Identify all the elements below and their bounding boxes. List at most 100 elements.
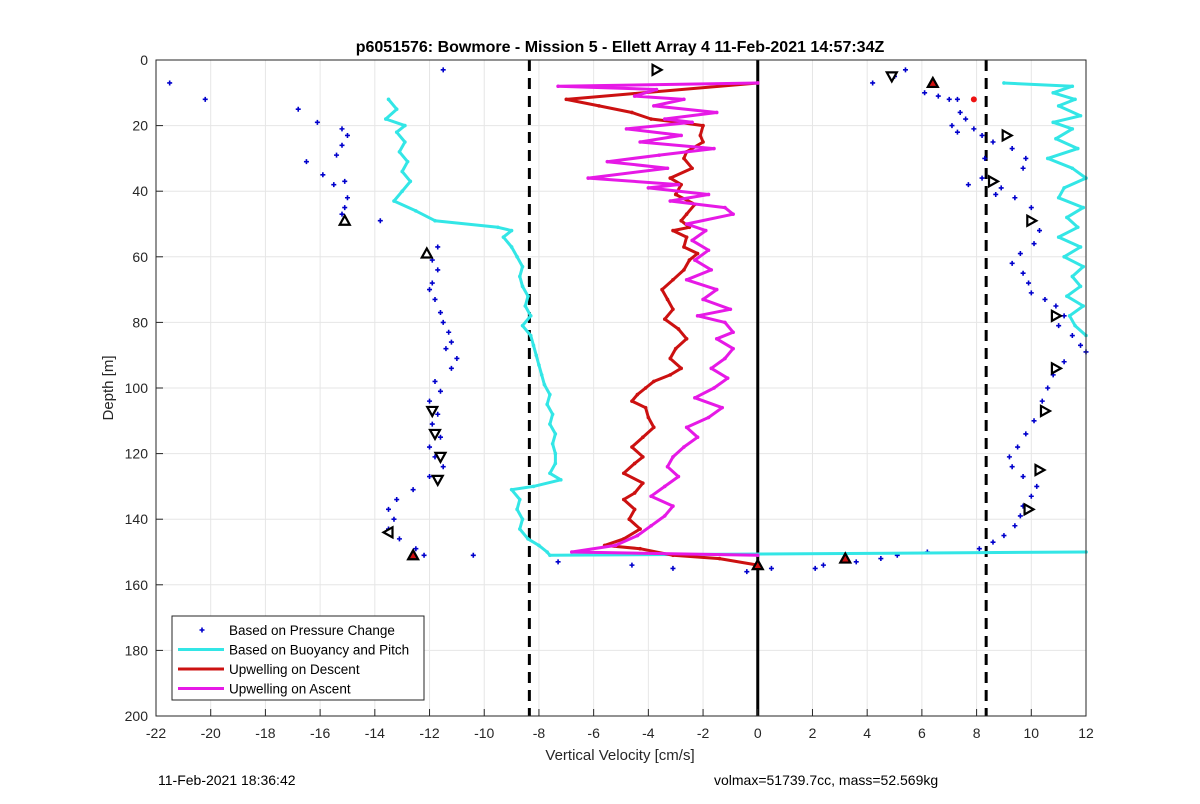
series-vertex bbox=[433, 218, 437, 223]
triangle-right-marker bbox=[1026, 213, 1039, 228]
series-vertex bbox=[1070, 274, 1075, 279]
series-vertex bbox=[545, 402, 549, 407]
series-vertex bbox=[569, 550, 574, 554]
pressure-point bbox=[432, 378, 438, 384]
pressure-point bbox=[421, 552, 427, 558]
x-tick-label: -16 bbox=[310, 725, 330, 741]
series-vertex bbox=[638, 546, 642, 551]
pressure-point bbox=[448, 365, 454, 371]
pressure-point bbox=[670, 565, 676, 571]
series-vertex bbox=[703, 228, 708, 233]
series-vertex bbox=[638, 140, 642, 144]
pressure-point bbox=[1009, 146, 1015, 152]
x-axis-label: Vertical Velocity [cm/s] bbox=[545, 747, 694, 764]
pressure-point bbox=[167, 80, 173, 86]
series-vertex bbox=[701, 123, 705, 128]
series-vertex bbox=[517, 274, 522, 279]
plot-area bbox=[167, 67, 1089, 575]
x-tick-label: -18 bbox=[255, 725, 275, 741]
pressure-point bbox=[1042, 296, 1048, 302]
pressure-point bbox=[202, 96, 208, 102]
series-vertex bbox=[714, 337, 719, 341]
series-vertex bbox=[643, 386, 648, 390]
series-vertex bbox=[755, 81, 760, 85]
pressure-point bbox=[949, 123, 955, 129]
series-vertex bbox=[517, 497, 522, 502]
y-tick-label: 80 bbox=[132, 314, 148, 330]
pressure-point bbox=[440, 67, 446, 73]
triangle-down-marker bbox=[884, 71, 899, 84]
series-vertex bbox=[397, 150, 402, 154]
series-vertex bbox=[1081, 205, 1086, 210]
series-vertex bbox=[531, 343, 536, 348]
series-vertex bbox=[559, 478, 563, 482]
series-vertex bbox=[706, 248, 711, 253]
series-line bbox=[556, 81, 758, 557]
series-vertex bbox=[1051, 91, 1055, 95]
pressure-point bbox=[998, 185, 1004, 191]
legend-label: Based on Buoyancy and Pitch bbox=[229, 643, 409, 658]
triangle-up-marker bbox=[337, 213, 352, 226]
pressure-point bbox=[339, 211, 345, 217]
series-vertex bbox=[414, 209, 418, 213]
series-vertex bbox=[701, 140, 705, 144]
series-vertex bbox=[1078, 284, 1083, 289]
series-vertex bbox=[400, 169, 404, 174]
axes-box bbox=[155, 59, 1087, 717]
series-vertex bbox=[556, 84, 560, 89]
series-vertex bbox=[641, 435, 645, 440]
series-vertex bbox=[665, 464, 670, 469]
series-vertex bbox=[1056, 235, 1061, 239]
series-vertex bbox=[632, 491, 637, 495]
series-vertex bbox=[728, 307, 733, 312]
pressure-point bbox=[427, 474, 433, 480]
y-tick-label: 40 bbox=[132, 183, 148, 199]
series-vertex bbox=[403, 140, 407, 144]
footer-stats: volmax=51739.7cc, mass=52.569kg bbox=[714, 772, 939, 788]
series-vertex bbox=[632, 461, 637, 466]
pressure-point bbox=[386, 506, 391, 512]
pressure-point bbox=[979, 132, 985, 138]
y-tick-label: 140 bbox=[125, 511, 149, 527]
series-vertex bbox=[548, 392, 552, 397]
pressure-point bbox=[1017, 513, 1023, 519]
pressure-point bbox=[427, 287, 433, 293]
series-vertex bbox=[668, 373, 673, 377]
series-vertex bbox=[731, 212, 735, 216]
series-vertex bbox=[1081, 264, 1086, 269]
series-vertex bbox=[682, 97, 686, 102]
x-tick-label: -2 bbox=[697, 725, 710, 741]
x-tick-label: 4 bbox=[863, 725, 871, 741]
x-tick-label: 8 bbox=[973, 725, 981, 741]
series-vertex bbox=[682, 245, 686, 249]
series-vertex bbox=[638, 527, 642, 531]
series-vertex bbox=[755, 553, 760, 558]
pressure-point bbox=[344, 195, 350, 201]
triangle-right-marker bbox=[1050, 361, 1064, 376]
series-vertex bbox=[545, 550, 549, 554]
pressure-point bbox=[339, 142, 345, 148]
pressure-point bbox=[295, 106, 301, 112]
series-vertex bbox=[630, 399, 634, 403]
triangle-down-marker bbox=[428, 428, 442, 442]
pressure-point bbox=[1069, 333, 1075, 339]
series-vertex bbox=[698, 133, 703, 138]
pressure-point bbox=[331, 182, 337, 188]
pressure-point bbox=[744, 569, 750, 575]
series-vertex bbox=[386, 97, 391, 102]
series-vertex bbox=[1054, 136, 1058, 141]
pressure-point bbox=[982, 155, 988, 161]
series-vertex bbox=[635, 533, 640, 538]
triangle-right-marker bbox=[987, 174, 1001, 189]
pressure-point bbox=[1020, 474, 1026, 480]
series-vertex bbox=[403, 123, 407, 128]
pressure-point bbox=[1061, 359, 1067, 365]
x-tick-label: -10 bbox=[474, 725, 494, 741]
series-vertex bbox=[646, 415, 651, 420]
pressure-point bbox=[342, 205, 348, 211]
triangle-up-filled-marker bbox=[925, 75, 940, 89]
pressure-point bbox=[470, 552, 476, 558]
series-vertex bbox=[537, 363, 541, 367]
pressure-point bbox=[954, 129, 960, 135]
series-vertex bbox=[537, 543, 541, 548]
